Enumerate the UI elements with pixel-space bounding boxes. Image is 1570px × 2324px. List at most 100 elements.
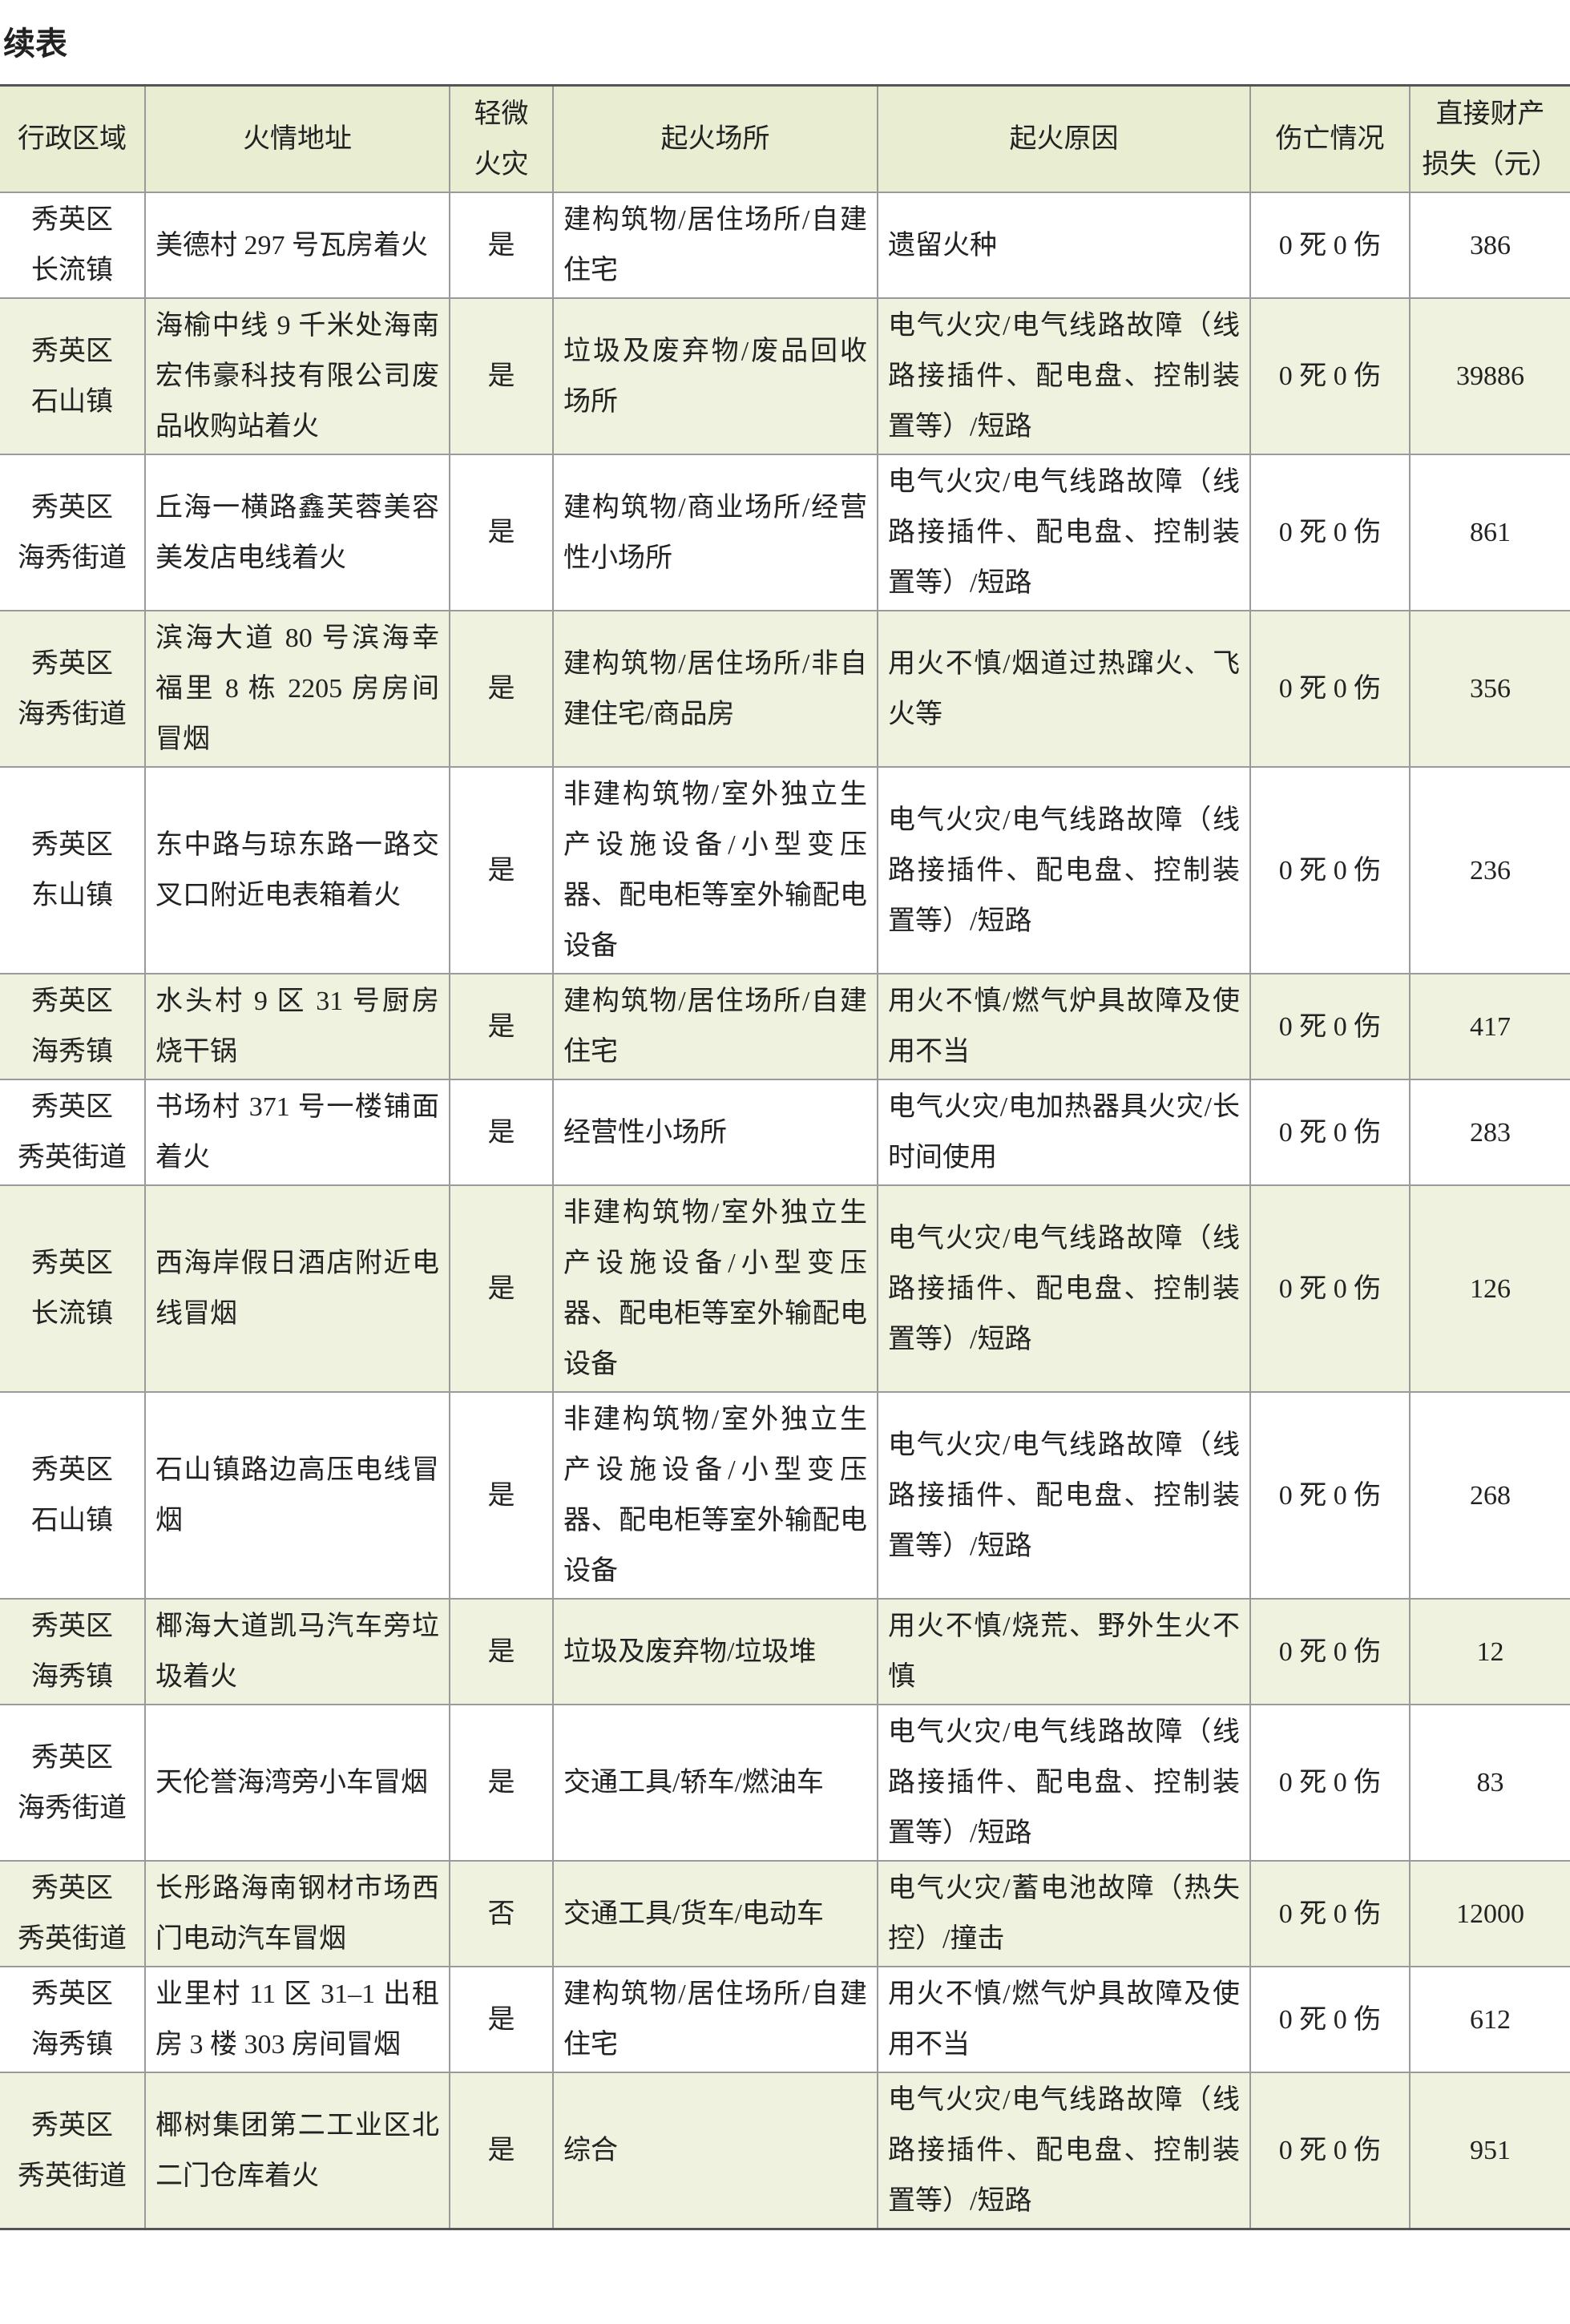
table-cell: 0 死 0 伤 [1249,1184,1411,1393]
table-row: 秀英区 海秀街道 丘海一横路鑫芙蓉美容美发店电线着火是建构筑物/商业场所/经营性小… [0,454,1570,611]
table-cell: 海榆中线 9 千米处海南宏伟豪科技有限公司废品收购站着火 [144,297,450,455]
table-cell: 是 [449,1704,554,1862]
table-cell: 秀英区 秀英街道 [0,1079,146,1186]
table-cell: 秀英区 海秀街道 [0,1704,146,1862]
table-cell: 建构筑物/商业场所/经营性小场所 [552,454,878,611]
header-row: 行政区域 火情地址 轻微 火灾 起火场所 起火原因 伤亡情况 直接财产 损失（元） [0,84,1570,193]
table-cell: 0 死 0 伤 [1249,1704,1411,1862]
table-row: 秀英区 石山镇 海榆中线 9 千米处海南宏伟豪科技有限公司废品收购站着火是垃圾及废… [0,297,1570,455]
table-cell: 0 死 0 伤 [1249,973,1411,1080]
table-cell: 0 死 0 伤 [1249,1391,1411,1600]
table-cell: 283 [1409,1079,1570,1186]
table-cell: 是 [449,1598,554,1705]
table-cell: 东中路与琼东路一路交叉口附近电表箱着火 [144,766,450,974]
table-row: 秀英区 秀英街道 书场村 371 号一楼铺面着火是经营性小场所 电气火灾/电加热器具… [0,1079,1570,1186]
table-cell: 电气火灾/蓄电池故障（热失控）/撞击 [877,1860,1251,1967]
table-cell: 电气火灾/电气线路故障（线路接插件、配电盘、控制装置等）/短路 [877,1184,1251,1393]
table-cell: 用火不慎/燃气炉具故障及使用不当 [877,1966,1251,2073]
table-row: 秀英区 海秀镇 业里村 11 区 31–1 出租房 3 楼 303 房间冒烟是建构… [0,1966,1570,2073]
fire-table: 行政区域 火情地址 轻微 火灾 起火场所 起火原因 伤亡情况 直接财产 损失（元） 秀英区 … [0,84,1570,2230]
table-cell: 垃圾及废弃物/垃圾堆 [552,1598,878,1705]
table-cell: 石山镇路边高压电线冒烟 [144,1391,450,1600]
table-cell: 0 死 0 伤 [1249,1966,1411,2073]
table-row: 秀英区 秀英街道 椰树集团第二工业区北二门仓库着火是综合 电气火灾/电气线路故障（线… [0,2072,1570,2230]
table-cell: 建构筑物/居住场所/非自建住宅/商品房 [552,610,878,768]
table-cell: 秀英区 海秀街道 [0,454,146,611]
table-cell: 0 死 0 伤 [1249,1860,1411,1967]
table-cell: 交通工具/货车/电动车 [552,1860,878,1967]
table-cell: 是 [449,973,554,1080]
table-cell: 386 [1409,192,1570,299]
header-cell: 火情地址 [144,84,450,193]
table-cell: 秀英区 石山镇 [0,297,146,455]
table-cell: 是 [449,1184,554,1393]
table-cell: 356 [1409,610,1570,768]
table-cell: 861 [1409,454,1570,611]
table-cell: 长彤路海南钢材市场西门电动汽车冒烟 [144,1860,450,1967]
table-cell: 电气火灾/电气线路故障（线路接插件、配电盘、控制装置等）/短路 [877,454,1251,611]
table-cell: 水头村 9 区 31 号厨房烧干锅 [144,973,450,1080]
table-cell: 电气火灾/电气线路故障（线路接插件、配电盘、控制装置等）/短路 [877,1391,1251,1600]
table-cell: 是 [449,2072,554,2230]
table-cell: 秀英区 海秀街道 [0,610,146,768]
table-cell: 否 [449,1860,554,1967]
table-row: 秀英区 长流镇 西海岸假日酒店附近电线冒烟是非建构筑物/室外独立生产设施设备/小型… [0,1184,1570,1393]
table-cell: 电气火灾/电气线路故障（线路接插件、配电盘、控制装置等）/短路 [877,2072,1251,2230]
table-cell: 是 [449,610,554,768]
header-cell: 起火场所 [552,84,878,193]
table-cell: 0 死 0 伤 [1249,192,1411,299]
table-cell: 用火不慎/燃气炉具故障及使用不当 [877,973,1251,1080]
table-cell: 12000 [1409,1860,1570,1967]
header-cell: 起火原因 [877,84,1251,193]
table-cell: 电气火灾/电气线路故障（线路接插件、配电盘、控制装置等）/短路 [877,1704,1251,1862]
table-cell: 0 死 0 伤 [1249,1079,1411,1186]
table-cell: 0 死 0 伤 [1249,1598,1411,1705]
table-cell: 书场村 371 号一楼铺面着火 [144,1079,450,1186]
table-cell: 用火不慎/烟道过热蹿火、飞火等 [877,610,1251,768]
table-cell: 268 [1409,1391,1570,1600]
table-cell: 非建构筑物/室外独立生产设施设备/小型变压器、配电柜等室外输配电设备 [552,1184,878,1393]
table-cell: 是 [449,192,554,299]
table-cell: 951 [1409,2072,1570,2230]
table-cell: 是 [449,766,554,974]
header-cell: 伤亡情况 [1249,84,1411,193]
table-cell: 秀英区 海秀镇 [0,1966,146,2073]
table-cell: 业里村 11 区 31–1 出租房 3 楼 303 房间冒烟 [144,1966,450,2073]
table-cell: 秀英区 海秀镇 [0,973,146,1080]
table-cell: 西海岸假日酒店附近电线冒烟 [144,1184,450,1393]
table-cell: 秀英区 石山镇 [0,1391,146,1600]
table-cell: 126 [1409,1184,1570,1393]
table-cell: 经营性小场所 [552,1079,878,1186]
table-cell: 电气火灾/电加热器具火灾/长时间使用 [877,1079,1251,1186]
table-cell: 秀英区 东山镇 [0,766,146,974]
table-cell: 秀英区 秀英街道 [0,2072,146,2230]
table-body: 秀英区 长流镇 美德村 297 号瓦房着火是建构筑物/居住场所/自建住宅 遗留火种 0… [0,192,1570,2230]
table-cell: 是 [449,297,554,455]
table-cell: 建构筑物/居住场所/自建住宅 [552,192,878,299]
table-cell: 用火不慎/烧荒、野外生火不慎 [877,1598,1251,1705]
table-cell: 秀英区 海秀镇 [0,1598,146,1705]
table-cell: 秀英区 长流镇 [0,192,146,299]
table-cell: 垃圾及废弃物/废品回收场所 [552,297,878,455]
table-cell: 交通工具/轿车/燃油车 [552,1704,878,1862]
header-cell: 轻微 火灾 [449,84,554,193]
table-cell: 建构筑物/居住场所/自建住宅 [552,973,878,1080]
table-cell: 遗留火种 [877,192,1251,299]
table-cell: 非建构筑物/室外独立生产设施设备/小型变压器、配电柜等室外输配电设备 [552,766,878,974]
table-cell: 建构筑物/居住场所/自建住宅 [552,1966,878,2073]
table-row: 秀英区 石山镇 石山镇路边高压电线冒烟是非建构筑物/室外独立生产设施设备/小型变压… [0,1391,1570,1600]
table-cell: 丘海一横路鑫芙蓉美容美发店电线着火 [144,454,450,611]
table-cell: 12 [1409,1598,1570,1705]
table-row: 秀英区 秀英街道 长彤路海南钢材市场西门电动汽车冒烟否交通工具/货车/电动车 电气火… [0,1860,1570,1967]
table-cell: 综合 [552,2072,878,2230]
table-cell: 417 [1409,973,1570,1080]
header-cell: 行政区域 [0,84,146,193]
header-cell: 直接财产 损失（元） [1409,84,1570,193]
table-row: 秀英区 海秀街道 滨海大道 80 号滨海幸福里 8 栋 2205 房房间冒烟是建构… [0,610,1570,768]
table-cell: 是 [449,454,554,611]
table-cell: 0 死 0 伤 [1249,610,1411,768]
table-cell: 0 死 0 伤 [1249,297,1411,455]
table-cell: 椰树集团第二工业区北二门仓库着火 [144,2072,450,2230]
table-cell: 秀英区 秀英街道 [0,1860,146,1967]
